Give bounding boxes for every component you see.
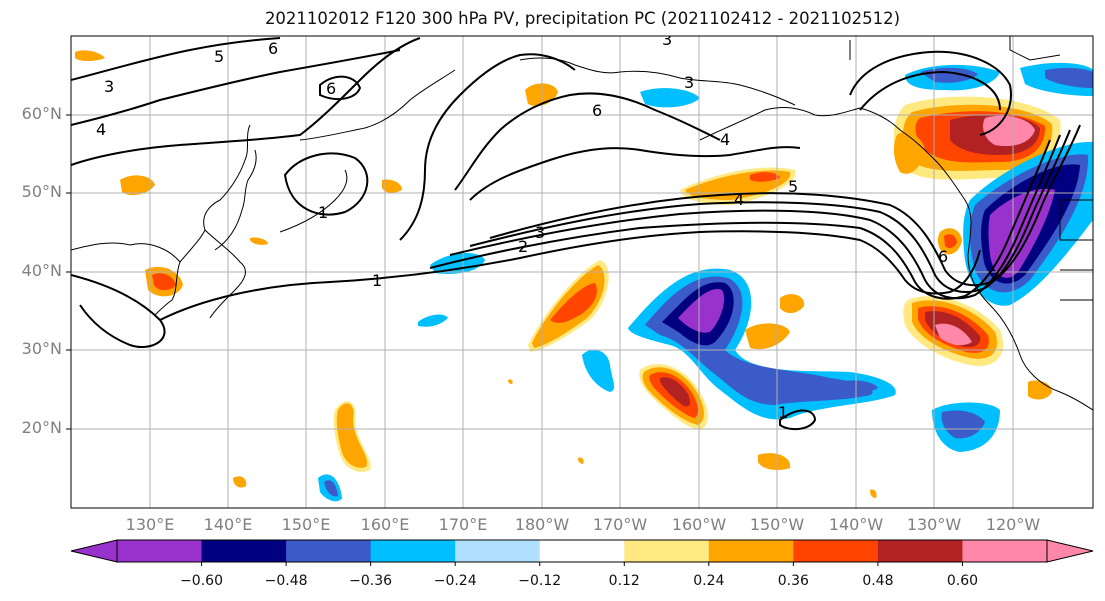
lon-label-140e: 140°E: [203, 515, 253, 534]
contour-label: 2: [518, 237, 528, 256]
contour-label: 6: [326, 79, 336, 98]
lon-label-150w: 150°W: [749, 515, 805, 534]
lat-label-50n: 50°N: [21, 182, 62, 201]
contour-label: 4: [96, 120, 106, 139]
lon-label-120w: 120°W: [985, 515, 1041, 534]
lat-label-60n: 60°N: [21, 104, 62, 123]
lon-label-150e: 150°E: [281, 515, 331, 534]
contour-label: 1: [318, 203, 328, 222]
contour-label: 1: [778, 403, 788, 422]
colorbar-tick-label: 0.48: [862, 573, 894, 589]
contour-label: 6: [592, 101, 602, 120]
colorbar-frame: [116, 539, 1048, 563]
map-title: 2021102012 F120 300 hPa PV, precipitatio…: [264, 9, 901, 28]
contour-label: 4: [734, 190, 744, 209]
colorbar-tick-label: −0.60: [180, 573, 223, 589]
colorbar-tick-label: 0.24: [693, 573, 725, 589]
map-gridlines: [71, 36, 1093, 508]
lon-label-160w: 160°W: [671, 515, 727, 534]
colorbar-segment: [201, 540, 287, 562]
contour-label: 3: [684, 73, 694, 92]
colorbar-segment: [455, 540, 541, 562]
colorbar-segment: [962, 540, 1048, 562]
contour-label: 6: [268, 39, 278, 58]
lon-label-170e: 170°E: [438, 515, 488, 534]
contour-label: 4: [720, 130, 730, 149]
colorbar-segment: [286, 540, 372, 562]
lon-label-130e: 130°E: [125, 515, 175, 534]
colorbar-tick-label: 0.36: [777, 573, 809, 589]
contour-label: 5: [214, 47, 224, 66]
colorbar-tick-label: 0.12: [608, 573, 640, 589]
colorbar-segment: [539, 540, 625, 562]
colorbar: [70, 539, 1094, 566]
lat-label-20n: 20°N: [21, 418, 62, 437]
colorbar-tick-label: 0.60: [946, 573, 979, 589]
contour-label: 3: [535, 223, 545, 242]
precip-shading: [75, 50, 1093, 502]
contour-label: 3: [662, 30, 672, 49]
contour-label: 3: [104, 77, 114, 96]
lon-label-180w: 180°W: [514, 515, 570, 534]
colorbar-segment: [624, 540, 710, 562]
lon-label-140w: 140°W: [828, 515, 884, 534]
lon-label-130w: 130°W: [906, 515, 962, 534]
lat-label-30n: 30°N: [21, 339, 62, 358]
axis-ticks: [66, 114, 71, 430]
contour-label: 1: [372, 271, 382, 290]
colorbar-tick-label: −0.12: [518, 573, 562, 589]
colorbar-segment: [877, 540, 963, 562]
contour-labels: 5 6 3 4 6 3 3 6 4 4 5 3 2 1 1 1 6: [96, 30, 948, 422]
pv-contours: [71, 37, 1081, 431]
colorbar-tick-label: −0.24: [433, 573, 477, 589]
contour-label: 6: [938, 247, 948, 266]
colorbar-segment: [117, 540, 203, 562]
map-area: 5 6 3 4 6 3 3 6 4 4 5 3 2 1 1 1 6: [71, 30, 1093, 508]
coastlines: [71, 36, 1093, 411]
colorbar-segment: [708, 540, 794, 562]
lat-label-40n: 40°N: [21, 261, 62, 280]
colorbar-tick-label: −0.36: [349, 573, 393, 589]
contour-label: 5: [788, 177, 798, 196]
colorbar-extend-high: [1046, 539, 1094, 563]
colorbar-extend-low: [70, 539, 118, 563]
lon-label-160e: 160°E: [360, 515, 410, 534]
colorbar-tick-label: −0.48: [264, 573, 308, 589]
colorbar-segment: [793, 540, 879, 562]
lon-label-170w: 170°W: [592, 515, 648, 534]
colorbar-segment: [370, 540, 456, 562]
